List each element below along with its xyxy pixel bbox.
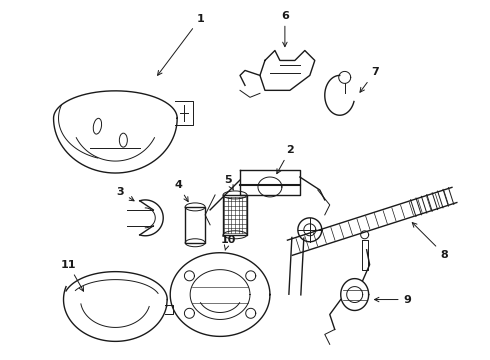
Text: 10: 10: [220, 235, 236, 250]
Text: 2: 2: [277, 145, 294, 174]
Text: 5: 5: [224, 175, 234, 190]
Text: 7: 7: [360, 67, 378, 92]
Text: 11: 11: [61, 260, 84, 291]
Text: 6: 6: [281, 11, 289, 47]
Text: 1: 1: [158, 14, 204, 75]
Text: 3: 3: [117, 187, 134, 201]
Text: 9: 9: [374, 294, 412, 305]
Text: 8: 8: [412, 222, 448, 260]
Text: 4: 4: [174, 180, 188, 202]
